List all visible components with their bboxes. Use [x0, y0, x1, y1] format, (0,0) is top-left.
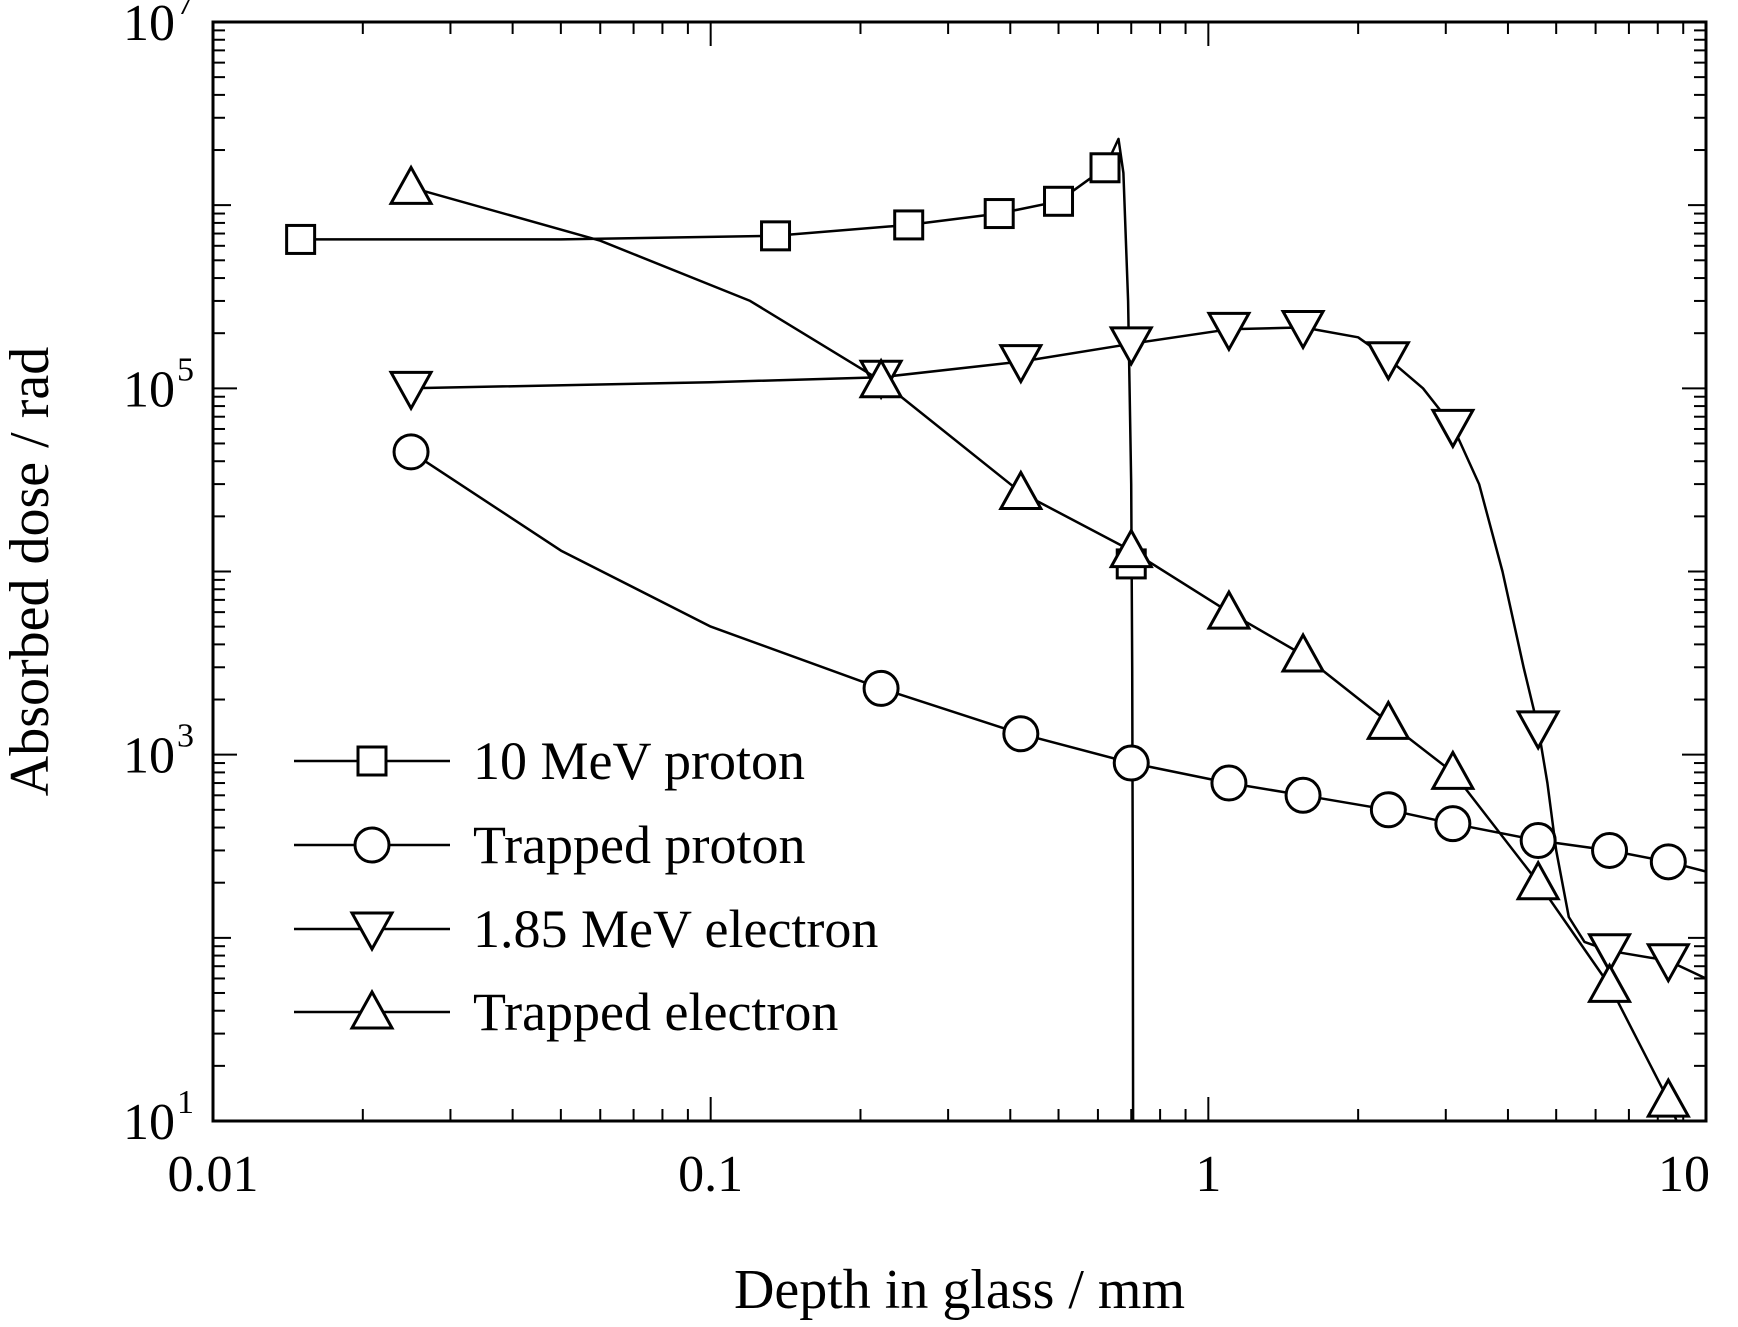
data-point [1515, 710, 1561, 751]
data-point [1369, 791, 1407, 829]
y-tick-base: 10 [123, 0, 175, 52]
series-1 [285, 137, 1147, 1121]
data-point [1284, 776, 1322, 814]
data-point [1645, 1077, 1691, 1118]
data-point [1089, 152, 1121, 184]
data-point [285, 223, 317, 255]
data-point [983, 198, 1015, 230]
plot-frame [211, 20, 1708, 1123]
y-tick-base: 10 [123, 361, 175, 418]
y-tick-exponent: 1 [177, 1084, 194, 1121]
data-point [862, 669, 900, 707]
legend-label: 1.85 MeV electron [473, 899, 878, 959]
data-point [760, 220, 792, 252]
series-line [410, 450, 1706, 873]
x-tick-label: 10 [1658, 1146, 1710, 1203]
data-point [1434, 805, 1472, 843]
x-tick-label: 0.01 [168, 1146, 259, 1203]
y-tick-exponent: 7 [177, 0, 194, 22]
data-point [858, 357, 904, 399]
series-4 [388, 164, 1691, 1121]
data-point [388, 164, 434, 205]
data-point [1515, 859, 1561, 901]
data-point [1649, 843, 1687, 881]
data-point [1108, 326, 1154, 367]
data-point [388, 370, 434, 412]
data-point [893, 209, 925, 241]
series-3 [388, 309, 1706, 984]
data-point [1591, 831, 1629, 869]
legend-label: Trapped electron [473, 982, 838, 1042]
series-line [410, 186, 1678, 1121]
x-axis-label: Depth in glass / mm [734, 1259, 1185, 1321]
y-axis-label: Absorbed dose / rad [0, 347, 61, 796]
y-tick-label: 10 [123, 728, 175, 785]
legend-marker [353, 826, 391, 864]
data-point [1586, 962, 1633, 1003]
legend-marker [349, 988, 395, 1030]
data-point [1365, 341, 1411, 382]
data-point [1645, 943, 1691, 984]
legend-label: 10 MeV proton [473, 731, 805, 791]
axis-ticks [212, 22, 1706, 1122]
data-point [998, 344, 1044, 385]
legend-marker [349, 911, 395, 953]
data-point [1280, 631, 1326, 673]
legend-entry: Trapped proton [294, 815, 806, 875]
data-point [1365, 699, 1411, 740]
x-tick-label: 1 [1195, 1146, 1221, 1203]
y-tick-label: 10 [123, 361, 175, 418]
data-point [1206, 311, 1252, 353]
data-point [392, 433, 430, 471]
data-point [1112, 744, 1150, 782]
legend-marker [356, 745, 388, 777]
data-point [998, 469, 1044, 510]
y-tick-base: 10 [123, 1094, 175, 1151]
legend-entry: Trapped electron [294, 982, 838, 1042]
legend: 10 MeV proton Trapped proton 1.85 MeV elec… [294, 731, 878, 1042]
y-tick-label: 10 [123, 1094, 175, 1151]
legend-label: Trapped proton [473, 815, 806, 875]
data-point [1280, 309, 1326, 351]
series-2 [392, 433, 1706, 881]
data-point [1430, 408, 1476, 450]
data-point [1206, 589, 1252, 630]
data-point [1430, 749, 1476, 790]
y-tick-exponent: 3 [177, 718, 194, 755]
data-point [1002, 715, 1040, 753]
x-tick-label: 0.1 [678, 1146, 743, 1203]
legend-entry: 1.85 MeV electron [294, 899, 878, 959]
data-point [1519, 821, 1557, 859]
data-point [1043, 185, 1075, 217]
data-point [1108, 527, 1154, 569]
y-tick-exponent: 5 [177, 351, 194, 388]
data-point [1586, 933, 1633, 974]
legend-entry: 10 MeV proton [294, 731, 805, 791]
series-line [410, 326, 1706, 980]
y-tick-label: 10 [123, 0, 175, 52]
data-point [1210, 764, 1248, 802]
y-tick-base: 10 [123, 728, 175, 785]
